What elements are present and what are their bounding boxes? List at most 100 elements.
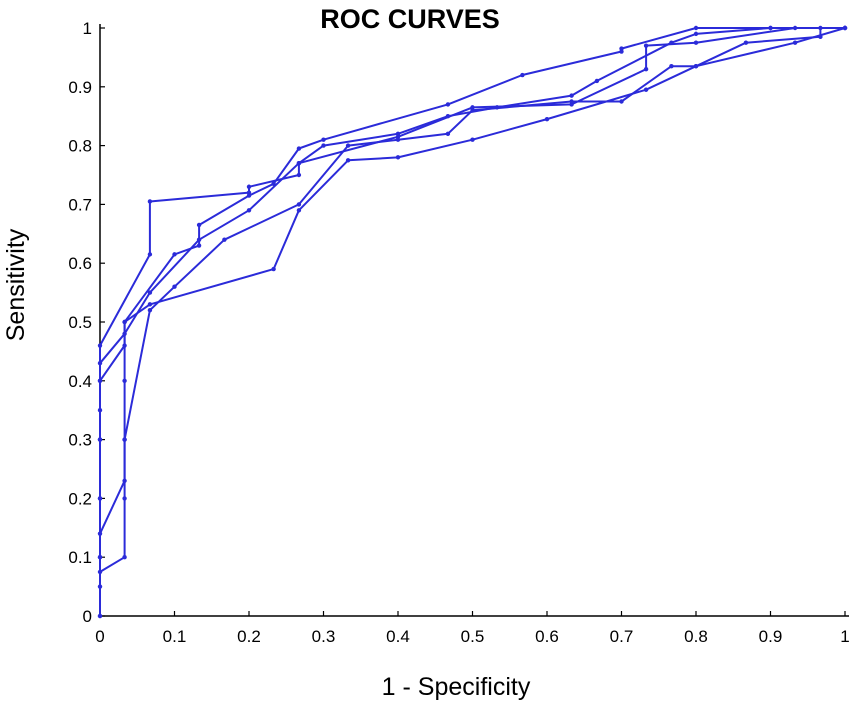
y-tick-label: 1 bbox=[83, 19, 92, 38]
roc-data-point bbox=[743, 40, 749, 45]
x-axis-label: 1 - Specificity bbox=[382, 673, 531, 701]
roc-data-point bbox=[643, 43, 649, 48]
roc-data-point bbox=[147, 308, 153, 313]
roc-data-point bbox=[246, 193, 252, 198]
roc-data-point bbox=[569, 93, 574, 98]
roc-data-point bbox=[395, 131, 401, 137]
roc-data-point bbox=[768, 25, 773, 31]
roc-data-point bbox=[494, 105, 500, 110]
roc-data-point bbox=[470, 137, 475, 142]
roc-data-point bbox=[147, 290, 153, 295]
y-tick-label: 0.3 bbox=[68, 431, 92, 450]
roc-data-point bbox=[246, 184, 252, 189]
roc-data-point bbox=[147, 252, 153, 257]
roc-data-point bbox=[196, 222, 202, 228]
roc-data-point bbox=[97, 360, 103, 366]
roc-data-point bbox=[296, 161, 302, 166]
roc-data-point bbox=[445, 102, 451, 107]
x-tick-label: 0.5 bbox=[461, 627, 485, 646]
roc-series-1 bbox=[97, 25, 848, 619]
x-tick-label: 0.1 bbox=[163, 627, 187, 646]
roc-data-point bbox=[97, 408, 103, 413]
roc-data-point bbox=[97, 613, 103, 619]
roc-data-point bbox=[97, 569, 103, 575]
roc-data-point bbox=[97, 531, 103, 536]
y-axis-ticks: 0 0.1 0.2 0.3 0.4 0.5 0.6 0.7 0.8 0.9 1 bbox=[68, 19, 105, 626]
roc-data-point bbox=[97, 343, 103, 348]
x-tick-label: 0.3 bbox=[312, 627, 336, 646]
roc-data-point bbox=[693, 31, 699, 37]
roc-data-point bbox=[222, 237, 227, 242]
x-tick-label: 0.2 bbox=[237, 627, 261, 646]
y-tick-label: 0.1 bbox=[68, 548, 92, 567]
y-tick-label: 0.2 bbox=[68, 489, 92, 508]
roc-data-point bbox=[122, 319, 127, 325]
roc-data-point bbox=[122, 331, 127, 336]
roc-series-3 bbox=[97, 25, 823, 575]
roc-data-point bbox=[643, 66, 649, 72]
roc-data-point bbox=[395, 137, 401, 142]
y-tick-label: 0.4 bbox=[68, 372, 92, 391]
roc-data-point bbox=[594, 78, 600, 84]
y-tick-label: 0 bbox=[83, 607, 92, 626]
roc-data-point bbox=[345, 143, 351, 148]
roc-data-point bbox=[296, 146, 302, 151]
roc-data-point bbox=[122, 555, 127, 560]
x-tick-label: 0.6 bbox=[535, 627, 559, 646]
x-axis-ticks: 0 0.1 0.2 0.3 0.4 0.5 0.6 0.7 0.8 0.9 1 bbox=[95, 611, 850, 646]
roc-data-point bbox=[147, 199, 153, 204]
roc-data-point bbox=[669, 64, 674, 69]
roc-data-point bbox=[147, 302, 153, 307]
roc-data-point bbox=[196, 237, 202, 242]
x-tick-label: 0.9 bbox=[759, 627, 783, 646]
y-tick-label: 0.7 bbox=[68, 195, 92, 214]
chart-title: ROC CURVES bbox=[320, 4, 500, 34]
roc-data-point bbox=[122, 478, 127, 483]
roc-data-point bbox=[321, 137, 326, 142]
roc-data-point bbox=[544, 116, 550, 122]
roc-curve-line bbox=[99, 27, 845, 411]
roc-curve-line bbox=[99, 28, 822, 573]
roc-data-point bbox=[296, 202, 302, 207]
roc-data-point bbox=[271, 266, 276, 272]
roc-data-point bbox=[196, 243, 202, 248]
roc-data-point bbox=[619, 46, 624, 51]
roc-curve-line bbox=[99, 27, 845, 616]
plot-axes bbox=[99, 24, 849, 617]
x-tick-label: 0 bbox=[95, 627, 104, 646]
roc-curve-line bbox=[99, 27, 846, 535]
roc-data-point bbox=[246, 208, 252, 213]
y-tick-label: 0.8 bbox=[68, 137, 92, 156]
roc-data-point bbox=[97, 437, 103, 442]
x-tick-label: 1 bbox=[840, 627, 849, 646]
x-tick-label: 0.8 bbox=[684, 627, 708, 646]
roc-data-point bbox=[520, 72, 525, 78]
roc-series-2 bbox=[97, 25, 848, 619]
roc-data-point bbox=[445, 114, 451, 119]
roc-series-layer bbox=[97, 25, 848, 619]
y-tick-label: 0.6 bbox=[68, 254, 92, 273]
roc-curve-line bbox=[99, 27, 845, 616]
roc-data-point bbox=[693, 25, 699, 31]
roc-data-point bbox=[321, 143, 326, 148]
roc-data-point bbox=[296, 172, 302, 178]
roc-data-point bbox=[97, 496, 103, 501]
y-axis-label: Sensitivity bbox=[2, 228, 30, 341]
x-tick-label: 0.7 bbox=[610, 627, 634, 646]
roc-series-5 bbox=[97, 25, 848, 413]
roc-data-point bbox=[395, 155, 401, 160]
roc-data-point bbox=[669, 40, 674, 45]
y-tick-label: 0.5 bbox=[68, 313, 92, 332]
roc-data-point bbox=[445, 131, 451, 137]
roc-data-point bbox=[122, 496, 127, 501]
roc-data-point bbox=[172, 252, 177, 257]
roc-data-point bbox=[842, 25, 848, 31]
roc-data-point bbox=[693, 64, 699, 69]
y-tick-label: 0.9 bbox=[68, 78, 92, 97]
roc-data-point bbox=[97, 555, 103, 560]
roc-data-point bbox=[619, 99, 624, 104]
roc-data-point bbox=[569, 99, 574, 104]
roc-series-4 bbox=[97, 25, 848, 536]
x-tick-label: 0.4 bbox=[386, 627, 410, 646]
